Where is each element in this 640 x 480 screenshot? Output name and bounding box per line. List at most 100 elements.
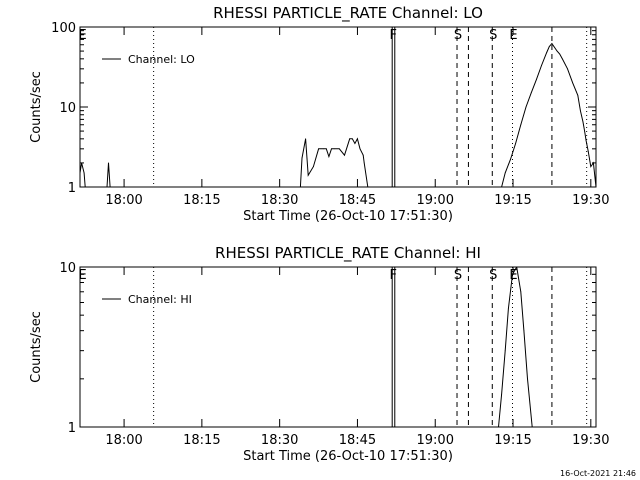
x-tick-label: 19:15 bbox=[494, 193, 531, 208]
data-point bbox=[527, 378, 528, 380]
data-point bbox=[577, 94, 579, 96]
data-point bbox=[323, 148, 325, 150]
data-point bbox=[501, 186, 502, 187]
series-line-lo bbox=[80, 42, 596, 187]
y-axis-label: Counts/sec bbox=[29, 311, 44, 383]
event-flag: S bbox=[454, 268, 462, 283]
data-point bbox=[556, 50, 558, 52]
x-tick-label: 18:15 bbox=[183, 433, 220, 448]
data-point bbox=[367, 186, 369, 187]
x-tick-label: 18:00 bbox=[105, 193, 142, 208]
data-point bbox=[582, 121, 584, 123]
x-tick-label: 18:45 bbox=[339, 193, 376, 208]
chart-panel-hi: RHESSI PARTICLE_RATE Channel: HIE F S S E18:… bbox=[29, 244, 610, 464]
data-point bbox=[587, 150, 589, 152]
data-point bbox=[301, 157, 303, 159]
chart-panel-lo: RHESSI PARTICLE_RATE Channel: LOE F S S E18:… bbox=[29, 4, 610, 224]
data-point bbox=[338, 148, 340, 150]
data-point bbox=[354, 143, 356, 144]
x-tick-label: 18:30 bbox=[261, 193, 298, 208]
data-point bbox=[313, 166, 314, 168]
event-flag: F bbox=[389, 268, 396, 283]
data-point bbox=[498, 426, 499, 427]
data-point bbox=[567, 68, 568, 70]
data-point bbox=[523, 330, 525, 332]
y-tick-label: 100 bbox=[51, 21, 76, 36]
data-point bbox=[520, 291, 522, 293]
data-point bbox=[536, 79, 537, 80]
event-flag: E bbox=[509, 268, 517, 283]
data-point bbox=[307, 174, 309, 176]
x-tick-label: 19:30 bbox=[572, 193, 609, 208]
event-flag: F bbox=[389, 28, 396, 43]
data-point bbox=[593, 162, 594, 164]
data-point bbox=[508, 308, 509, 309]
data-point bbox=[344, 154, 345, 156]
data-point bbox=[512, 273, 513, 275]
event-flag: S bbox=[489, 268, 497, 283]
legend-label: Channel: LO bbox=[128, 53, 195, 66]
data-point bbox=[516, 267, 518, 268]
data-point bbox=[590, 166, 592, 168]
data-point bbox=[333, 148, 335, 150]
x-tick-label: 19:15 bbox=[494, 433, 531, 448]
data-point bbox=[559, 53, 561, 55]
data-point bbox=[510, 159, 511, 161]
event-flag: E bbox=[78, 268, 86, 283]
data-point bbox=[83, 172, 85, 174]
data-point bbox=[541, 65, 542, 66]
event-flag: E bbox=[509, 28, 517, 43]
x-axis-label: Start Time (26-Oct-10 17:51:30) bbox=[243, 449, 453, 464]
data-point bbox=[530, 92, 532, 94]
y-tick-label: 10 bbox=[59, 101, 76, 116]
data-point bbox=[328, 156, 330, 158]
data-point bbox=[561, 58, 563, 60]
data-point bbox=[548, 46, 550, 47]
data-point bbox=[504, 172, 506, 174]
y-tick-label: 1 bbox=[68, 181, 76, 196]
data-point bbox=[359, 148, 361, 150]
event-flag: S bbox=[489, 28, 497, 43]
x-tick-label: 19:00 bbox=[417, 193, 454, 208]
data-point bbox=[357, 138, 358, 140]
data-point bbox=[300, 186, 301, 187]
x-tick-label: 18:15 bbox=[183, 193, 220, 208]
data-point bbox=[81, 162, 82, 164]
data-point bbox=[531, 426, 533, 427]
data-point bbox=[572, 82, 574, 84]
data-point bbox=[331, 148, 332, 150]
data-point bbox=[84, 186, 86, 187]
data-point bbox=[109, 186, 111, 187]
data-point bbox=[363, 162, 365, 164]
data-point bbox=[351, 138, 353, 140]
legend-label: Channel: HI bbox=[128, 293, 192, 306]
data-point bbox=[362, 154, 364, 156]
y-axis-label: Counts/sec bbox=[29, 71, 44, 143]
x-tick-label: 18:30 bbox=[261, 433, 298, 448]
data-point bbox=[80, 172, 81, 174]
event-flag: E bbox=[78, 28, 86, 43]
footer-timestamp: 16-Oct-2021 21:46 bbox=[560, 469, 636, 478]
data-point bbox=[325, 148, 327, 150]
data-point bbox=[504, 350, 506, 352]
x-axis-label: Start Time (26-Oct-10 17:51:30) bbox=[243, 209, 453, 224]
data-point bbox=[595, 186, 596, 187]
data-point bbox=[106, 186, 108, 187]
data-point bbox=[501, 393, 502, 395]
y-tick-label: 1 bbox=[68, 421, 76, 436]
data-point bbox=[551, 43, 553, 44]
data-point bbox=[515, 143, 516, 144]
x-tick-label: 19:30 bbox=[572, 433, 609, 448]
data-point bbox=[584, 130, 585, 132]
data-point bbox=[305, 138, 306, 140]
data-point bbox=[349, 138, 351, 140]
plot-frame bbox=[79, 266, 597, 428]
x-tick-label: 19:00 bbox=[417, 433, 454, 448]
data-point bbox=[525, 106, 527, 108]
y-tick-label: 10 bbox=[59, 261, 76, 276]
data-point bbox=[520, 124, 522, 126]
event-flag: S bbox=[454, 28, 462, 43]
plot-frame bbox=[79, 26, 597, 188]
data-point bbox=[318, 148, 319, 150]
